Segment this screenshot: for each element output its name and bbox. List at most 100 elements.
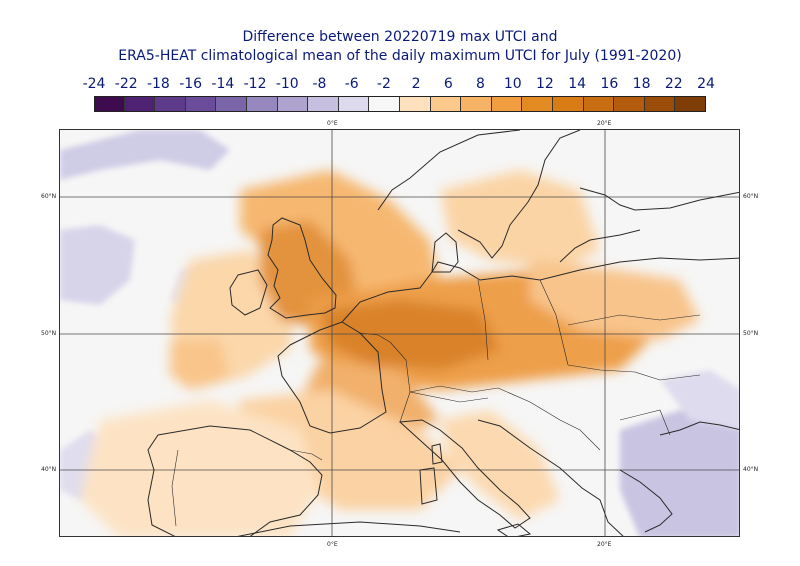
warm-area-scandinavia [440,170,600,270]
coast-sardinia [419,467,438,505]
border-belarus [567,314,701,326]
coast-baltic-states [559,229,641,263]
colorbar-tick-label: 24 [697,76,715,92]
cool-area-greece [620,410,739,536]
warm-area-atlantic-west [170,340,230,390]
warm-area-italy [440,410,560,520]
border-germany-austria [409,385,499,393]
lat-label-right-50n: 50°N [743,330,759,337]
colorbar-swatch [430,96,462,111]
colorbar-tick-label: 22 [664,76,683,92]
colorbar-swatch [124,96,156,111]
border-ukraine [567,364,701,381]
lon-label-bottom-0e: 0°E [327,541,338,548]
border-spain-france [289,449,323,461]
colorbar-tick-label: -10 [275,76,299,92]
colorbar-swatch [216,96,247,111]
warm-area-iberia [80,400,320,536]
colorbar-swatch [522,96,553,111]
coast-sweden [457,130,581,259]
coast-north-africa [237,521,461,536]
colorbar-swatch [400,96,431,111]
border-france-germany [389,341,411,393]
colorbar-tick-label: 8 [476,76,485,92]
coast-finland [579,187,739,211]
coast-iberia [147,425,323,536]
coast-north-sea-continent [341,257,739,323]
warm-area-benelux-core [320,300,500,370]
colorbar-tick-label: 10 [503,76,522,92]
colorbar-swatch [94,96,125,111]
lon-label-bottom-20e: 20°E [597,541,612,548]
colorbar-tick-label: -14 [211,76,235,92]
border-spain-portugal [171,449,179,527]
colorbar-tick-label: 12 [536,76,554,92]
coast-denmark [431,232,459,273]
map-canvas [60,130,739,536]
colorbar-tick-label: 14 [568,76,587,92]
colorbar-tick-label: 18 [632,76,651,92]
colorbar-swatch [308,96,339,111]
warm-area-baltic [530,260,700,340]
colorbar-swatch [461,96,492,111]
lat-label-left-60n: 60°N [41,193,57,200]
warm-anomaly-areas [80,170,700,536]
coast-sicily [496,523,532,536]
colorbar-swatch [644,96,676,111]
colorbar-tick-label: -16 [179,76,203,92]
border-france-belgium [359,332,391,343]
colorbar-swatch [583,96,615,111]
colorbar-swatch [369,96,400,111]
map-title-line-2: ERA5-HEAT climatological mean of the dai… [118,48,682,64]
colorbar-swatch [247,96,278,111]
coast-great-britain [267,217,337,319]
lat-label-right-40n: 40°N [743,466,759,473]
anomaly-map [59,129,740,537]
lat-label-left-50n: 50°N [41,330,57,337]
colorbar-tick-label: 2 [411,76,421,92]
lon-label-top-20e: 20°E [597,120,612,127]
border-germany-poland [477,279,489,361]
cool-area-west-atlantic [60,225,135,305]
colorbar-tick-label: -12 [243,76,267,92]
colorbar-swatch [277,96,309,111]
colorbar-swatch [155,96,186,111]
country-borders [171,279,701,527]
graticule [60,130,739,536]
border-italy-alps [399,391,489,423]
coast-adriatic-balkans [477,419,624,536]
colorbar-swatch [553,96,584,111]
coast-italy [398,419,531,529]
cool-area-north-atlantic [60,130,230,180]
warm-area-med [230,390,460,510]
coast-ireland [229,269,268,316]
border-romania [619,409,671,436]
colorbar-frame [94,96,706,112]
colorbar-tick-label: -18 [146,76,170,92]
coast-black-sea-west [659,421,739,436]
lon-label-top-0e: 0°E [327,120,338,127]
colorbar-swatch [491,96,523,111]
lat-label-right-60n: 60°N [743,193,759,200]
map-title-line-1: Difference between 20220719 max UTCI and [242,29,558,45]
coast-corsica [431,443,443,465]
colorbar-tick-label: 6 [443,76,453,92]
coast-greece [619,469,673,533]
coastlines [147,130,739,536]
border-poland-east [539,279,569,366]
lat-label-left-40n: 40°N [41,466,57,473]
colorbar-swatch [185,96,217,111]
colorbar-swatch [338,96,370,111]
colorbar-tick-label: 16 [600,76,619,92]
coast-france [277,321,387,434]
colorbar-tick-label: -2 [376,76,391,92]
coast-norway [377,130,521,211]
colorbar-swatch [614,96,645,111]
colorbar-tick-label: -6 [344,76,359,92]
cool-area-balkans [660,370,739,430]
colorbar-tick-label: -24 [82,76,106,92]
colorbar-tick-label: -22 [114,76,138,92]
warm-area-north-sea [240,170,440,300]
colorbar-tick-label: -8 [312,76,327,92]
border-balkans [497,387,601,451]
